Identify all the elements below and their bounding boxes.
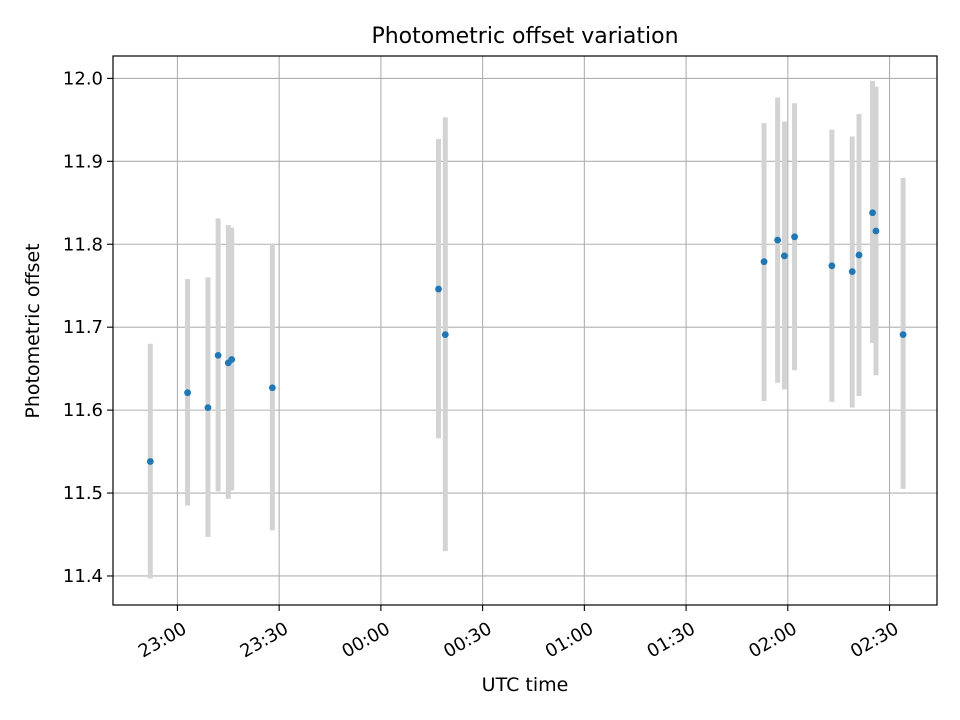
data-point <box>855 251 863 259</box>
data-point <box>228 356 236 363</box>
data-point <box>146 458 154 465</box>
data-point <box>869 209 876 217</box>
data-point <box>899 331 907 339</box>
y-axis-label: Photometric offset <box>22 243 44 418</box>
chart-title: Photometric offset variation <box>371 24 678 49</box>
y-tick-label: 11.4 <box>63 566 103 587</box>
data-point <box>760 258 768 266</box>
plot-frame <box>112 55 938 606</box>
y-tick-label: 12.0 <box>63 68 103 89</box>
data-point <box>774 236 782 244</box>
data-point <box>268 384 276 392</box>
data-point <box>214 351 222 359</box>
y-tick-label: 11.8 <box>63 234 103 255</box>
y-tick-label: 11.6 <box>63 400 103 421</box>
data-point <box>441 331 449 339</box>
grid <box>113 56 937 605</box>
data-point <box>828 262 836 270</box>
data-point <box>435 285 442 293</box>
y-tick-label: 11.5 <box>63 483 103 504</box>
data-point <box>848 268 856 276</box>
data-points <box>146 209 907 465</box>
y-axis-ticks: 11.4 11.5 11.6 11.7 11.8 11.9 12.0 <box>63 68 113 587</box>
x-axis-label: UTC time <box>482 674 569 696</box>
data-point <box>872 227 880 235</box>
y-tick-label: 11.7 <box>63 317 103 338</box>
data-point <box>204 404 212 412</box>
data-point <box>791 233 798 241</box>
y-tick-label: 11.9 <box>63 151 103 172</box>
data-point <box>781 252 788 260</box>
data-point <box>184 389 192 397</box>
